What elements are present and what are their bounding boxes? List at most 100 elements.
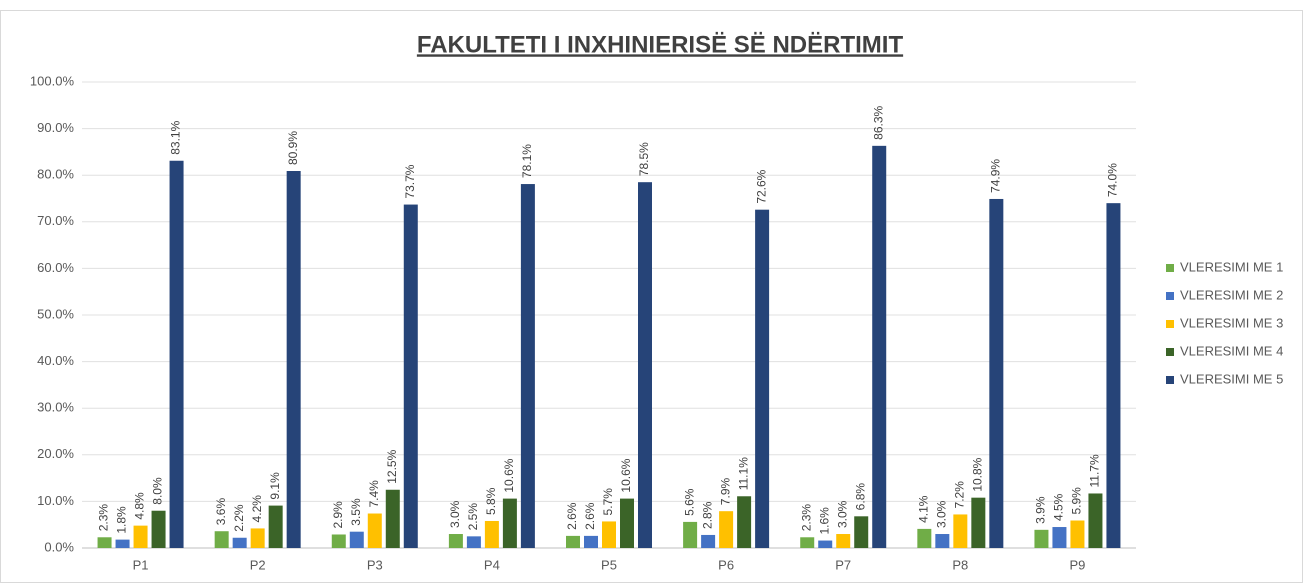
chart-title: FAKULTETI I INXHINIERISË SË NDËRTIMIT bbox=[417, 31, 904, 58]
bar bbox=[286, 171, 301, 549]
y-tick-label: 20.0% bbox=[37, 446, 74, 461]
y-tick-label: 10.0% bbox=[37, 493, 74, 508]
y-tick-label: 30.0% bbox=[37, 400, 74, 415]
legend-swatch bbox=[1166, 320, 1174, 328]
data-label: 83.1% bbox=[169, 120, 183, 154]
bar bbox=[854, 516, 869, 548]
data-label: 1.8% bbox=[115, 506, 129, 534]
bar bbox=[367, 513, 382, 548]
bar bbox=[620, 498, 634, 548]
legend-swatch bbox=[1166, 348, 1174, 356]
bar bbox=[989, 198, 1004, 548]
bar bbox=[971, 497, 986, 548]
bar bbox=[484, 520, 499, 548]
legend-label: VLERESIMI ME 5 bbox=[1180, 371, 1283, 386]
data-label: 6.8% bbox=[853, 483, 867, 511]
y-tick-label: 80.0% bbox=[37, 167, 74, 182]
bar bbox=[1106, 203, 1121, 548]
bar bbox=[755, 209, 770, 548]
data-label: 2.5% bbox=[466, 503, 480, 531]
x-tick-label: P4 bbox=[484, 557, 500, 572]
data-label: 1.6% bbox=[817, 507, 831, 535]
bar bbox=[1088, 493, 1103, 548]
bar bbox=[349, 531, 364, 548]
y-tick-label: 0.0% bbox=[44, 539, 74, 554]
bar bbox=[1070, 520, 1085, 548]
data-label: 7.9% bbox=[718, 478, 732, 506]
legend-label: VLERESIMI ME 3 bbox=[1180, 315, 1283, 330]
legend-swatch bbox=[1166, 292, 1174, 300]
legend-label: VLERESIMI ME 4 bbox=[1180, 343, 1283, 358]
data-label: 2.3% bbox=[97, 504, 111, 532]
data-label: 4.1% bbox=[917, 495, 931, 523]
y-tick-label: 100.0% bbox=[30, 73, 75, 88]
bar bbox=[701, 534, 716, 548]
x-tick-label: P5 bbox=[601, 557, 617, 572]
data-label: 3.6% bbox=[214, 498, 228, 526]
data-label: 3.5% bbox=[349, 498, 363, 526]
bar bbox=[133, 525, 148, 548]
y-tick-label: 70.0% bbox=[37, 213, 74, 228]
bar bbox=[520, 184, 535, 548]
data-label: 4.2% bbox=[250, 495, 264, 523]
x-tick-label: P2 bbox=[250, 557, 266, 572]
bar bbox=[638, 182, 652, 548]
bar bbox=[385, 489, 400, 548]
bar bbox=[800, 537, 815, 548]
data-label: 3.0% bbox=[835, 500, 849, 528]
data-label: 72.6% bbox=[754, 169, 768, 203]
data-label: 10.6% bbox=[619, 458, 633, 492]
bar bbox=[584, 535, 598, 548]
bar bbox=[1052, 527, 1067, 548]
x-tick-label: P8 bbox=[952, 557, 968, 572]
data-label: 86.3% bbox=[871, 105, 885, 139]
bar bbox=[566, 535, 580, 548]
data-label: 2.3% bbox=[799, 504, 813, 532]
y-tick-label: 60.0% bbox=[37, 260, 74, 275]
data-label: 3.0% bbox=[935, 500, 949, 528]
x-tick-label: P6 bbox=[718, 557, 734, 572]
data-label: 78.1% bbox=[520, 144, 534, 178]
data-label: 2.2% bbox=[232, 504, 246, 532]
data-label: 5.9% bbox=[1070, 487, 1084, 515]
bar bbox=[151, 510, 166, 548]
data-label: 9.1% bbox=[268, 472, 282, 500]
y-tick-label: 90.0% bbox=[37, 120, 74, 135]
bar bbox=[502, 498, 517, 548]
bar bbox=[214, 531, 229, 548]
data-label: 10.6% bbox=[502, 458, 516, 492]
bar bbox=[97, 537, 112, 548]
bar bbox=[466, 536, 481, 548]
legend-label: VLERESIMI ME 1 bbox=[1180, 259, 1283, 274]
x-tick-label: P9 bbox=[1069, 557, 1085, 572]
data-label: 2.6% bbox=[583, 502, 597, 530]
legend-swatch bbox=[1166, 376, 1174, 384]
data-label: 2.6% bbox=[565, 502, 579, 530]
data-label: 2.8% bbox=[700, 501, 714, 529]
y-tick-label: 50.0% bbox=[37, 306, 74, 321]
x-tick-label: P7 bbox=[835, 557, 851, 572]
bar bbox=[602, 521, 616, 548]
data-label: 73.7% bbox=[403, 164, 417, 198]
bar bbox=[836, 534, 851, 548]
bar bbox=[169, 160, 184, 548]
bar bbox=[935, 534, 950, 548]
data-label: 11.1% bbox=[736, 457, 750, 490]
bar bbox=[953, 514, 968, 548]
x-tick-label: P3 bbox=[367, 557, 383, 572]
y-tick-label: 40.0% bbox=[37, 353, 74, 368]
data-label: 5.7% bbox=[601, 488, 615, 516]
bar bbox=[250, 528, 265, 548]
bar bbox=[403, 204, 418, 549]
data-label: 74.9% bbox=[989, 159, 1003, 193]
data-label: 4.5% bbox=[1052, 493, 1066, 521]
data-label: 7.2% bbox=[953, 481, 967, 509]
bar bbox=[737, 496, 752, 548]
bar bbox=[683, 521, 698, 548]
bar bbox=[917, 528, 932, 548]
bar bbox=[872, 145, 887, 549]
bar bbox=[448, 534, 463, 548]
legend-label: VLERESIMI ME 2 bbox=[1180, 287, 1283, 302]
data-label: 10.8% bbox=[971, 457, 985, 491]
